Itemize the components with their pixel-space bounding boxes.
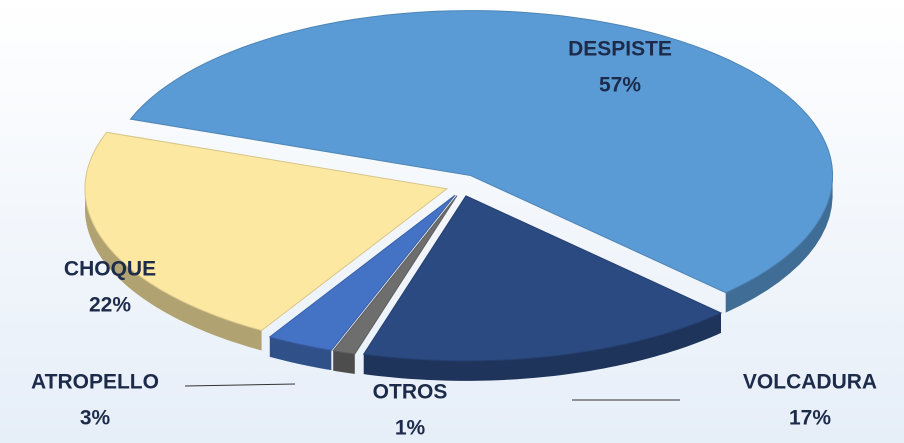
category-label: VOLCADURA [743,371,877,394]
slice-side [333,350,355,374]
value-label: 17% [789,407,831,430]
slice [268,194,456,351]
pie [84,10,834,381]
value-label: 3% [80,407,111,430]
value-label: 57% [599,74,641,97]
value-label: 1% [395,417,426,440]
leader-line [184,383,296,387]
slice-side [269,336,332,371]
category-label: OTROS [373,381,448,404]
slice [129,10,834,294]
slice [332,195,458,355]
value-label: 22% [89,294,131,317]
slice-side [725,177,833,313]
slice-side [84,191,262,351]
category-label: CHOQUE [64,258,156,281]
labels: DESPISTE 57% VOLCADURA 17% OTROS 1% ATROPELLO 3… [31,38,877,440]
slice [362,195,723,362]
category-label: DESPISTE [568,38,672,61]
slice [84,131,449,332]
slice-side [363,312,722,381]
category-label: ATROPELLO [31,371,159,394]
